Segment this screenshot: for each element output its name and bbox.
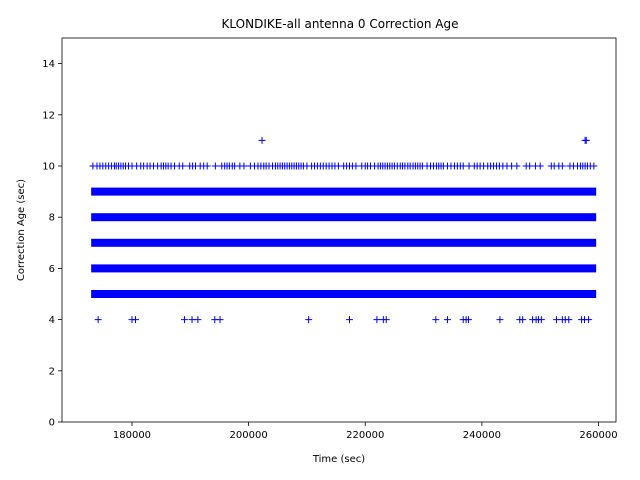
- point-age_4-3: [180, 316, 188, 324]
- point-age_10-36: [211, 162, 219, 170]
- y-tick-label: 0: [49, 418, 55, 429]
- point-age_4-10: [373, 316, 381, 324]
- x-tick-label: 260000: [579, 430, 617, 441]
- point-age_4-2: [131, 316, 139, 324]
- band-age-6: [91, 264, 597, 273]
- y-axis: 0 2 4 6 8 10 12 14: [42, 59, 62, 429]
- x-tick-label: 240000: [463, 430, 501, 441]
- point-age_10-44: [240, 162, 248, 170]
- point-age_4-8: [305, 316, 313, 324]
- x-tick-label: 220000: [346, 430, 384, 441]
- y-tick-label: 6: [49, 264, 55, 275]
- band-age-9: [91, 187, 597, 196]
- data-points: [89, 136, 598, 324]
- point-age_11-2: [582, 136, 590, 144]
- x-axis: 180000 200000 220000 240000 260000: [113, 422, 618, 441]
- point-age_4-0: [94, 316, 102, 324]
- point-age_10-35: [203, 162, 211, 170]
- y-tick-label: 12: [42, 110, 55, 121]
- point-age_4-24: [537, 316, 545, 324]
- chart-title: KLONDIKE-all antenna 0 Correction Age: [222, 17, 459, 31]
- band-age-8: [91, 213, 597, 222]
- point-age_4-7: [216, 316, 224, 324]
- point-age_4-13: [432, 316, 440, 324]
- x-axis-label: Time (sec): [312, 454, 365, 465]
- point-age_10-136: [536, 162, 544, 170]
- y-tick-label: 2: [49, 366, 55, 377]
- band-age-5: [91, 290, 597, 298]
- point-age_10-29: [179, 162, 187, 170]
- point-age_10-140: [558, 162, 566, 170]
- plot-frame: [61, 37, 617, 423]
- point-age_10-132: [513, 162, 521, 170]
- band-age-7: [91, 238, 597, 247]
- x-tick-label: 180000: [113, 430, 151, 441]
- y-axis-label: Correction Age (sec): [16, 179, 27, 281]
- point-age_4-5: [194, 316, 202, 324]
- point-age_4-18: [496, 316, 504, 324]
- y-tick-label: 8: [49, 213, 55, 224]
- point-age_4-28: [565, 316, 573, 324]
- y-tick-label: 14: [42, 59, 55, 70]
- point-age_4-20: [519, 316, 527, 324]
- point-age_11-0: [258, 136, 266, 144]
- y-tick-label: 4: [49, 315, 55, 326]
- point-age_4-31: [585, 316, 593, 324]
- point-age_4-17: [464, 316, 472, 324]
- dense-bands: [91, 187, 597, 298]
- point-age_4-9: [345, 316, 353, 324]
- x-tick-label: 200000: [230, 430, 268, 441]
- point-age_10-149: [590, 162, 598, 170]
- y-tick-label: 10: [42, 162, 55, 173]
- plot-area: [62, 38, 616, 422]
- point-age_4-12: [382, 316, 390, 324]
- point-age_4-14: [443, 316, 451, 324]
